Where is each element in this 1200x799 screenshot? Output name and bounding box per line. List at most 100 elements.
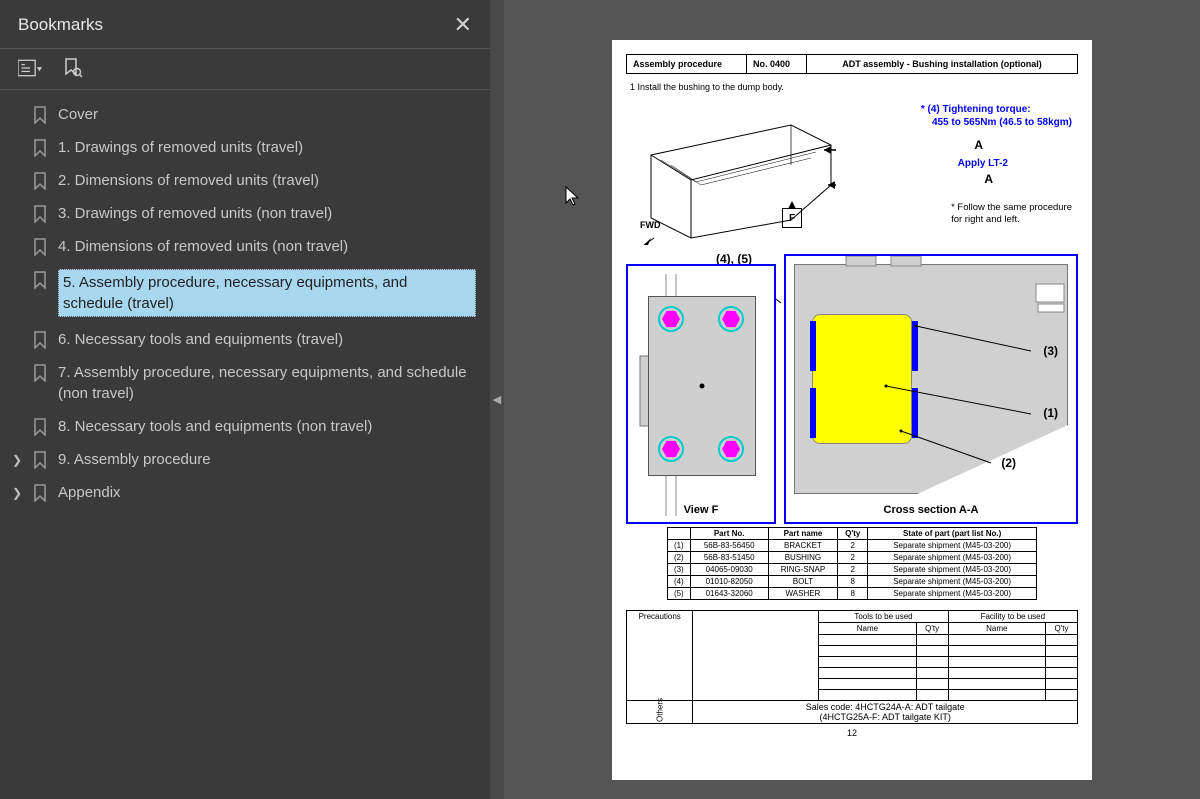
sales-l1: Sales code: 4HCTG24A-A: ADT tailgate bbox=[806, 702, 965, 712]
step-1-text: 1 Install the bushing to the dump body. bbox=[626, 74, 1078, 96]
parts-td: RING-SNAP bbox=[768, 564, 838, 576]
torque-l2: 455 to 565Nm (46.5 to 58kgm) bbox=[932, 117, 1072, 128]
view-f-label: View F bbox=[628, 504, 774, 516]
bookmark-icon bbox=[32, 269, 50, 289]
bookmark-icon bbox=[32, 104, 50, 124]
top-diagram: * (4) Tightening torque: 455 to 565Nm (4… bbox=[626, 100, 1078, 250]
view-f-indicator: F bbox=[782, 208, 802, 228]
bookmark-item[interactable]: ❯Appendix bbox=[4, 476, 486, 509]
expand-chevron-icon[interactable]: ❯ bbox=[10, 449, 24, 469]
expand-chevron-icon[interactable]: ❯ bbox=[10, 482, 24, 502]
snap-ring bbox=[810, 388, 816, 438]
bookmark-item[interactable]: 7. Assembly procedure, necessary equipme… bbox=[4, 356, 486, 410]
expand-chevron-icon bbox=[10, 416, 24, 419]
doc-header-title: ADT assembly - Bushing installation (opt… bbox=[807, 55, 1077, 73]
collapse-handle[interactable]: ◀ bbox=[490, 0, 504, 799]
bookmark-item[interactable]: 5. Assembly procedure, necessary equipme… bbox=[4, 263, 486, 323]
bookmark-label: Cover bbox=[58, 104, 476, 125]
parts-td: 01643-32060 bbox=[690, 588, 768, 600]
parts-td: (3) bbox=[668, 564, 691, 576]
parts-td: Separate shipment (M45-03-200) bbox=[868, 588, 1037, 600]
parts-td: 2 bbox=[838, 564, 868, 576]
bookmark-label: 1. Drawings of removed units (travel) bbox=[58, 137, 476, 158]
follow-note: * Follow the same procedure for right an… bbox=[951, 202, 1072, 227]
bookmark-item[interactable]: Cover bbox=[4, 98, 486, 131]
bookmark-label: 4. Dimensions of removed units (non trav… bbox=[58, 236, 476, 257]
callout-3: (3) bbox=[1043, 344, 1058, 358]
bookmark-icon bbox=[32, 362, 50, 382]
bookmark-label: 9. Assembly procedure bbox=[58, 449, 476, 470]
bookmark-item[interactable]: 6. Necessary tools and equipments (trave… bbox=[4, 323, 486, 356]
expand-chevron-icon bbox=[10, 269, 24, 272]
bookmark-label: 6. Necessary tools and equipments (trave… bbox=[58, 329, 476, 350]
cross-section-panel: (3) (1) (2) Cross section A-A bbox=[784, 254, 1078, 524]
bookmark-label: 3. Drawings of removed units (non travel… bbox=[58, 203, 476, 224]
parts-td: Separate shipment (M45-03-200) bbox=[868, 552, 1037, 564]
expand-chevron-icon bbox=[10, 236, 24, 239]
fac-qty-h: Q'ty bbox=[1045, 623, 1077, 635]
bookmark-item[interactable]: 3. Drawings of removed units (non travel… bbox=[4, 197, 486, 230]
parts-th: Q'ty bbox=[838, 528, 868, 540]
bookmark-item[interactable]: 2. Dimensions of removed units (travel) bbox=[4, 164, 486, 197]
parts-td: Separate shipment (M45-03-200) bbox=[868, 576, 1037, 588]
bookmarks-title: Bookmarks bbox=[18, 15, 103, 35]
parts-table: Part No.Part nameQ'tyState of part (part… bbox=[667, 527, 1037, 600]
parts-td: (2) bbox=[668, 552, 691, 564]
bushing-shape bbox=[812, 314, 912, 444]
expand-chevron-icon bbox=[10, 137, 24, 140]
doc-header-no: No. 0400 bbox=[747, 55, 807, 73]
document-page: Assembly procedure No. 0400 ADT assembly… bbox=[612, 40, 1092, 780]
parts-td: Separate shipment (M45-03-200) bbox=[868, 540, 1037, 552]
bookmark-icon bbox=[32, 482, 50, 502]
expand-chevron-icon bbox=[10, 203, 24, 206]
others-label: Others bbox=[627, 701, 693, 724]
parts-td: 2 bbox=[838, 552, 868, 564]
callout-2: (2) bbox=[1001, 456, 1016, 470]
bolt-icon bbox=[658, 436, 684, 462]
parts-td: 2 bbox=[838, 540, 868, 552]
view-f-panel: View F bbox=[626, 264, 776, 524]
tools-header: Tools to be used bbox=[819, 611, 948, 623]
bookmark-item[interactable]: 8. Necessary tools and equipments (non t… bbox=[4, 410, 486, 443]
list-options-icon[interactable] bbox=[18, 57, 42, 79]
bookmark-label: 5. Assembly procedure, necessary equipme… bbox=[58, 269, 476, 317]
f-label: F bbox=[789, 213, 795, 224]
bookmark-label: 7. Assembly procedure, necessary equipme… bbox=[58, 362, 476, 404]
bookmark-item[interactable]: 1. Drawings of removed units (travel) bbox=[4, 131, 486, 164]
bookmark-icon bbox=[32, 137, 50, 157]
bookmark-label: 2. Dimensions of removed units (travel) bbox=[58, 170, 476, 191]
torque-l1: * (4) Tightening torque: bbox=[921, 104, 1031, 115]
parts-th: Part name bbox=[768, 528, 838, 540]
parts-td: (4) bbox=[668, 576, 691, 588]
sales-l2: (4HCTG25A-F: ADT tailgate KIT) bbox=[820, 712, 951, 722]
parts-td: Separate shipment (M45-03-200) bbox=[868, 564, 1037, 576]
facility-header: Facility to be used bbox=[948, 611, 1077, 623]
snap-ring bbox=[912, 388, 918, 438]
page-number: 12 bbox=[626, 728, 1078, 738]
bookmark-item[interactable]: ❯ 9. Assembly procedure bbox=[4, 443, 486, 476]
document-viewport[interactable]: Assembly procedure No. 0400 ADT assembly… bbox=[504, 0, 1200, 799]
parts-td: (5) bbox=[668, 588, 691, 600]
bookmark-item[interactable]: 4. Dimensions of removed units (non trav… bbox=[4, 230, 486, 263]
bookmarks-list[interactable]: Cover 1. Drawings of removed units (trave… bbox=[0, 90, 490, 799]
bookmarks-toolbar bbox=[0, 49, 490, 90]
follow-l2: for right and left. bbox=[951, 214, 1020, 225]
precautions-cell: Precautions bbox=[627, 611, 693, 701]
bookmark-label: 8. Necessary tools and equipments (non t… bbox=[58, 416, 476, 437]
expand-chevron-icon bbox=[10, 329, 24, 332]
parts-td: 8 bbox=[838, 576, 868, 588]
parts-td: 56B-83-51450 bbox=[690, 552, 768, 564]
mouse-cursor-icon bbox=[564, 185, 582, 207]
parts-td: BRACKET bbox=[768, 540, 838, 552]
bookmark-icon bbox=[32, 449, 50, 469]
parts-th: Part No. bbox=[690, 528, 768, 540]
expand-chevron-icon bbox=[10, 104, 24, 107]
fac-name-h: Name bbox=[948, 623, 1045, 635]
bolt-icon bbox=[718, 306, 744, 332]
parts-td: BUSHING bbox=[768, 552, 838, 564]
tools-qty-h: Q'ty bbox=[916, 623, 948, 635]
find-bookmark-icon[interactable] bbox=[60, 57, 84, 79]
dump-body-drawing bbox=[636, 110, 836, 245]
parts-td: 8 bbox=[838, 588, 868, 600]
close-icon[interactable]: ✕ bbox=[454, 12, 472, 38]
